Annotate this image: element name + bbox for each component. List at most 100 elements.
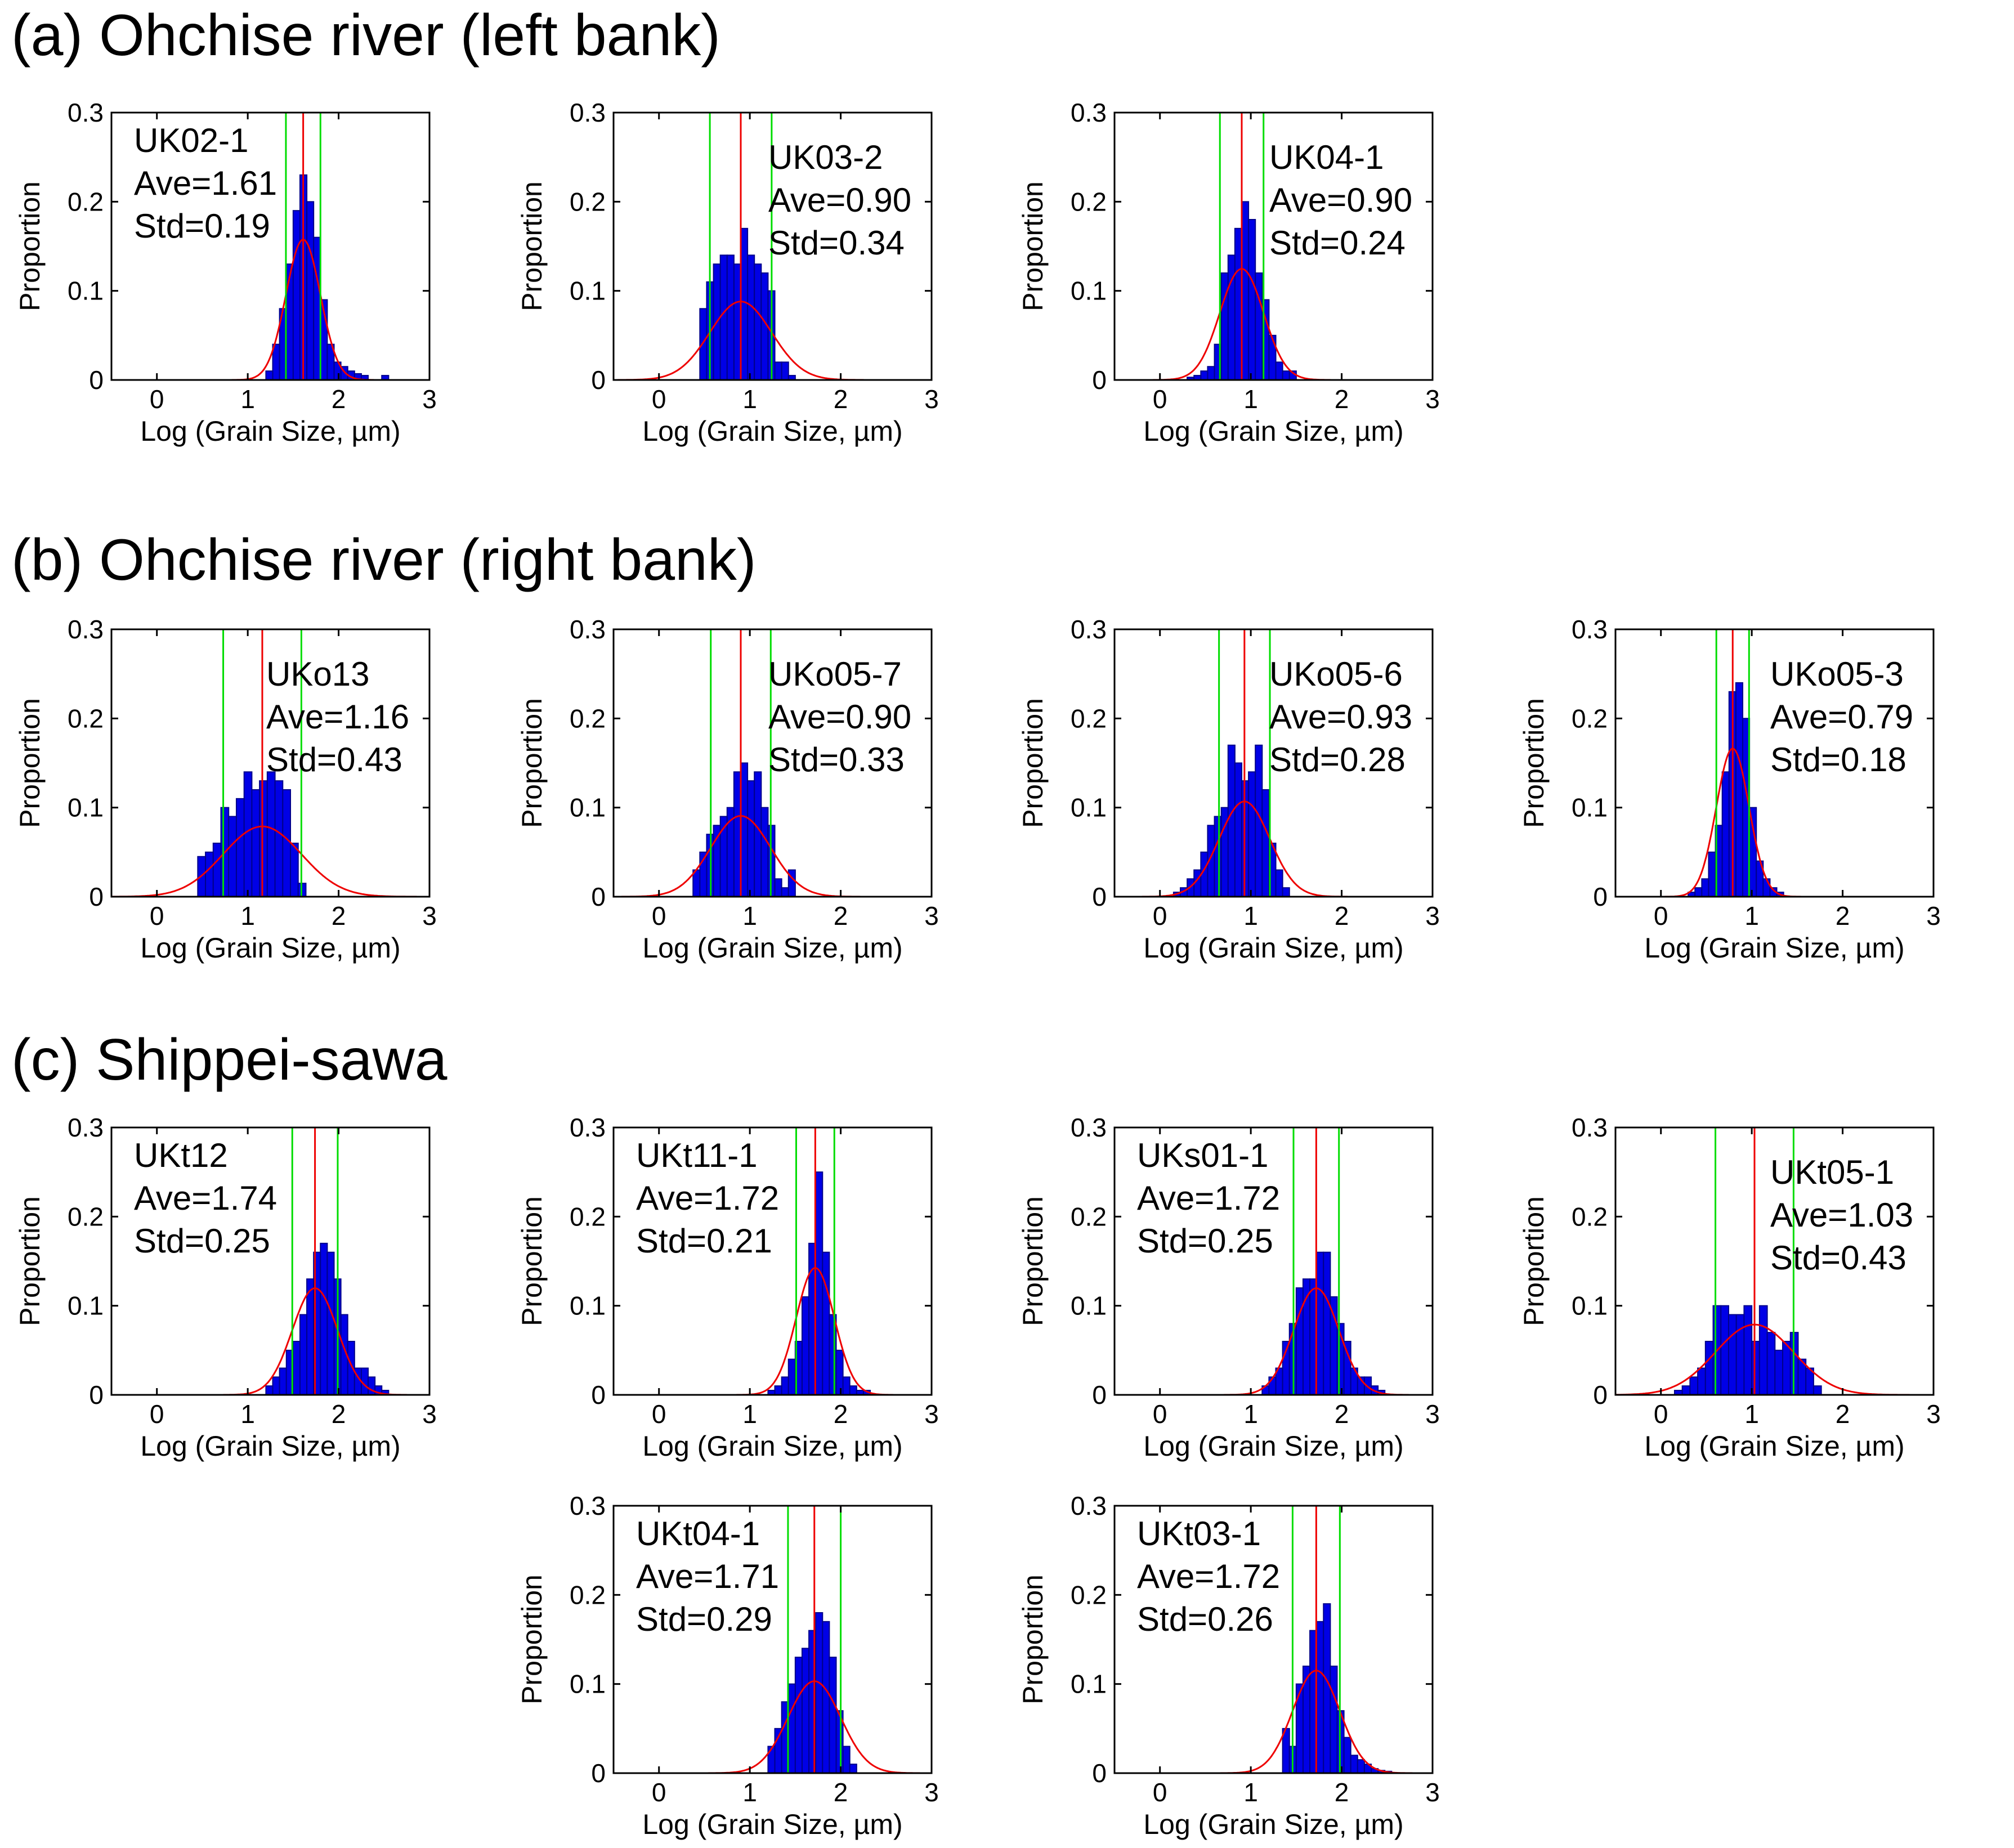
y-axis-label: Proportion (14, 698, 46, 828)
x-tick-label: 3 (1926, 1399, 1941, 1429)
y-tick-label: 0.1 (570, 1670, 606, 1699)
sample-label: UKt04-1 (636, 1515, 760, 1552)
std-label: Std=0.25 (1137, 1222, 1273, 1260)
histogram-bar (1200, 370, 1209, 381)
histogram-bar (251, 789, 261, 897)
x-axis-label: Log (Grain Size, µm) (1644, 1430, 1904, 1462)
sample-label: UKt12 (134, 1136, 228, 1174)
histogram-bar (306, 201, 315, 381)
histogram-bar (1350, 1755, 1358, 1774)
std-label: Std=0.19 (134, 207, 270, 245)
x-axis-label: Log (Grain Size, µm) (1143, 1809, 1403, 1840)
x-tick-label: 3 (1425, 901, 1440, 930)
x-tick-label: 1 (742, 1399, 757, 1429)
x-tick-label: 2 (1335, 384, 1349, 414)
histogram-panel-UKt12: 0 1 2 3 0 0.1 0.2 0.3 Log (Grain Size, µm) Propor… (14, 1113, 437, 1462)
histogram-bar (1234, 762, 1242, 897)
histogram-bar (740, 762, 749, 897)
y-tick-label: 0.2 (1071, 1202, 1107, 1231)
axes-frame (1614, 628, 1935, 898)
y-tick-label: 0 (591, 1758, 606, 1788)
histogram-bar (1343, 1341, 1351, 1395)
histogram-bar (835, 1349, 844, 1395)
histogram-bar (279, 1367, 287, 1395)
y-tick-label: 0.3 (1572, 1113, 1608, 1142)
average-label: Ave=0.93 (1269, 698, 1412, 736)
x-tick-label: 0 (652, 901, 666, 930)
x-axis-label: Log (Grain Size, µm) (140, 1430, 400, 1462)
histogram-panel-UKo05-6: 0 1 2 3 0 0.1 0.2 0.3 Log (Grain Size, µm) Propor… (1017, 615, 1440, 964)
x-tick-label: 1 (742, 901, 757, 930)
x-axis-label: Log (Grain Size, µm) (642, 1430, 902, 1462)
panels: 0 1 2 3 0 0.1 0.2 0.3 Log (Grain Size, µm) Propor… (14, 98, 1941, 1840)
sample-label: UKt11-1 (636, 1136, 758, 1174)
histogram-bar (1758, 1305, 1768, 1396)
x-tick-label: 3 (924, 384, 939, 414)
histogram-bar (292, 210, 301, 381)
histogram-bar (733, 771, 741, 898)
x-tick-label: 1 (1243, 901, 1258, 930)
histogram-bar (290, 843, 299, 897)
histogram-panel-UKt05-1: 0 1 2 3 0 0.1 0.2 0.3 Log (Grain Size, µm) Propor… (1518, 1113, 1941, 1462)
y-tick-label: 0 (1092, 1380, 1107, 1410)
y-tick-label: 0 (1593, 1380, 1608, 1410)
histogram-bar (713, 825, 721, 898)
x-tick-label: 3 (422, 384, 437, 414)
sample-label: UK03-2 (768, 138, 883, 176)
x-tick-label: 2 (1836, 901, 1850, 930)
x-tick-label: 2 (834, 1778, 848, 1807)
histogram-bar (726, 254, 735, 381)
histogram-bar (794, 1657, 803, 1774)
y-tick-label: 0.3 (68, 98, 104, 127)
histogram-bar (1743, 1305, 1753, 1396)
y-tick-label: 0.3 (1572, 615, 1608, 644)
histogram-bar (767, 1746, 776, 1774)
x-tick-label: 1 (742, 384, 757, 414)
average-label: Ave=1.71 (636, 1558, 779, 1595)
y-tick-label: 0.2 (1572, 1202, 1608, 1231)
std-label: Std=0.25 (134, 1222, 270, 1260)
axes-frame (612, 111, 933, 381)
histogram-bar (747, 254, 755, 381)
histogram-bar (754, 771, 762, 898)
histogram-bar (282, 789, 292, 897)
histogram-bar (1751, 1341, 1760, 1395)
x-tick-label: 1 (240, 901, 255, 930)
y-axis-label: Proportion (516, 1574, 548, 1704)
sample-label: UKo05-6 (1269, 655, 1403, 693)
axes-frame (612, 1505, 933, 1774)
histogram-bar (1207, 366, 1215, 381)
y-tick-label: 0.1 (1572, 793, 1608, 822)
histogram-bar (1774, 1349, 1784, 1395)
axes-frame (110, 628, 431, 898)
y-tick-label: 0.1 (570, 276, 606, 306)
y-tick-label: 0.3 (1071, 1491, 1107, 1520)
y-tick-label: 0 (1092, 882, 1107, 911)
std-label: Std=0.43 (266, 741, 402, 778)
y-tick-label: 0.3 (570, 615, 606, 644)
y-axis-label: Proportion (14, 181, 46, 311)
x-tick-label: 2 (834, 384, 848, 414)
normal-fit-curve (111, 825, 429, 898)
x-tick-label: 0 (652, 1778, 666, 1807)
histogram-bar (787, 1358, 796, 1396)
histogram-bar (1766, 1332, 1776, 1396)
y-tick-label: 0.2 (1071, 704, 1107, 733)
x-axis-label: Log (Grain Size, µm) (140, 415, 400, 447)
y-tick-label: 0 (1092, 1758, 1107, 1788)
histogram-panel-UKo05-3: 0 1 2 3 0 0.1 0.2 0.3 Log (Grain Size, µm) Propor… (1518, 615, 1941, 964)
histogram-bar (1343, 1737, 1351, 1774)
x-tick-label: 1 (1243, 1399, 1258, 1429)
axes-frame (110, 1126, 431, 1396)
histogram-bar (1721, 771, 1730, 898)
histogram-bar (849, 1764, 857, 1774)
histogram-bar (205, 851, 214, 898)
x-axis-label: Log (Grain Size, µm) (642, 1809, 902, 1840)
histogram-bar (299, 1314, 308, 1395)
x-tick-label: 2 (332, 1399, 346, 1429)
histogram-bar (1812, 1385, 1822, 1396)
histogram-bar (266, 771, 276, 898)
x-tick-label: 1 (1243, 1778, 1258, 1807)
x-axis-label: Log (Grain Size, µm) (642, 932, 902, 964)
